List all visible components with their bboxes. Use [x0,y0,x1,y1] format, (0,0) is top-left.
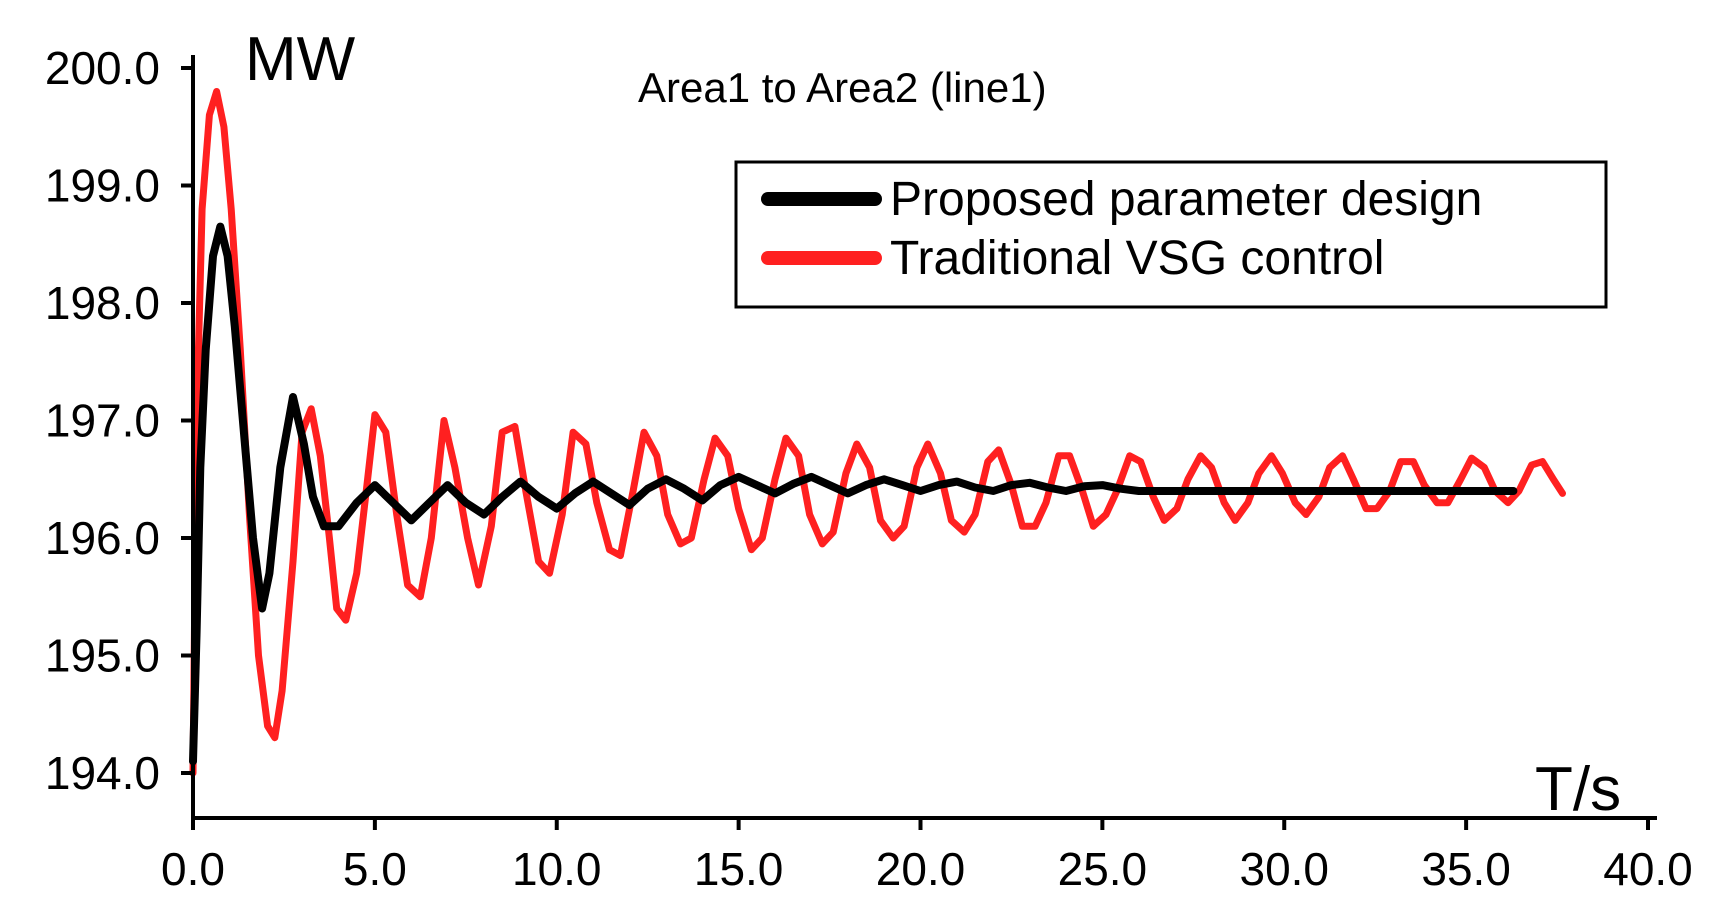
y-tick-label: 196.0 [45,512,160,564]
x-tick-label: 5.0 [343,843,407,895]
x-tick-label: 0.0 [161,843,225,895]
x-tick-label: 25.0 [1058,843,1148,895]
ticks-layer: 0.0 5.0 10.0 15.0 20.0 25.0 30.0 35.0 40.0 194.0 1… [45,42,1693,895]
y-tick-label: 199.0 [45,160,160,212]
y-tick-label: 198.0 [45,277,160,329]
legend: Proposed parameter design Traditional VS… [734,160,1608,309]
y-axis-unit-label: MW [245,25,356,94]
series-line-traditional [189,88,1566,777]
axes-layer [191,55,1657,820]
x-tick-label: 40.0 [1603,843,1693,895]
y-tick-label: 197.0 [45,395,160,447]
plot-layer [189,88,1566,777]
y-tick-label: 195.0 [45,630,160,682]
legend-label-traditional: Traditional VSG control [890,232,1384,285]
x-tick-label: 35.0 [1421,843,1511,895]
chart-title: Area1 to Area2 (line1) [638,64,1047,111]
x-tick-label: 15.0 [694,843,784,895]
y-tick-label: 200.0 [45,42,160,94]
series-line-proposed [189,222,1518,766]
x-tick-label: 10.0 [512,843,602,895]
x-axis-unit-label: T/s [1535,755,1621,824]
x-tick-label: 30.0 [1239,843,1329,895]
legend-label-proposed: Proposed parameter design [890,173,1482,226]
x-tick-label: 20.0 [876,843,966,895]
legend-box [734,160,1608,309]
y-tick-label: 194.0 [45,747,160,799]
